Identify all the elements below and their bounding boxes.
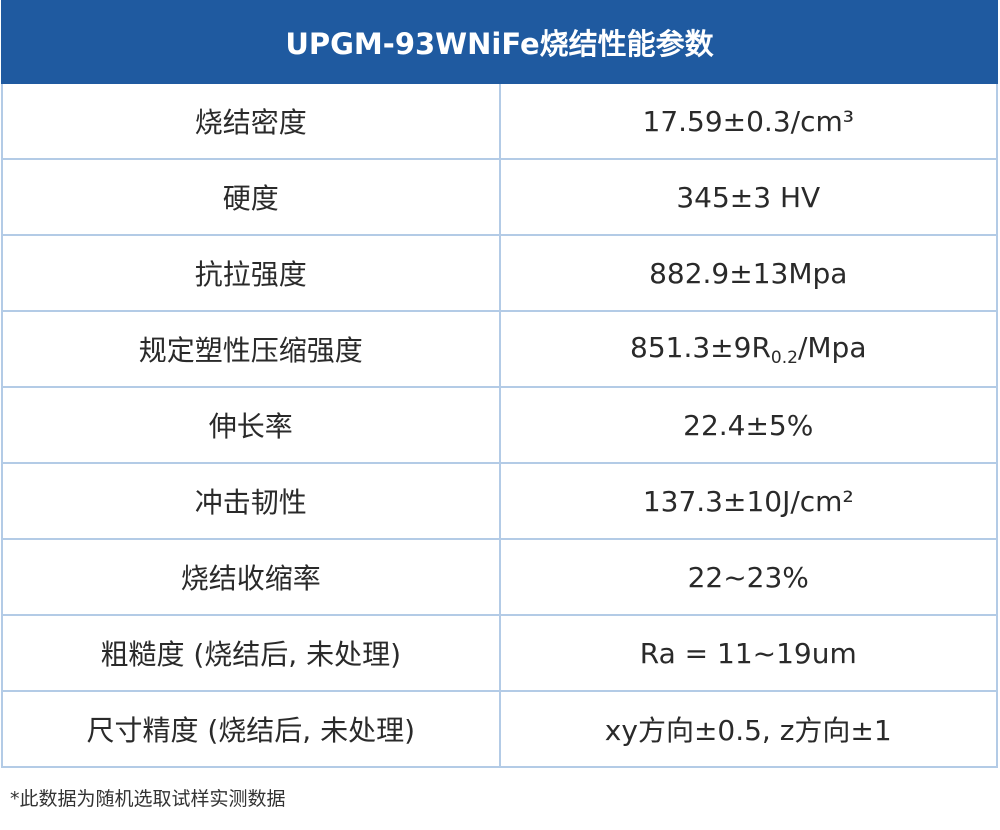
property-name: 烧结收缩率 [1, 538, 501, 616]
property-name: 抗拉强度 [1, 234, 501, 312]
property-value: xy方向±0.5, z方向±1 [498, 690, 998, 768]
property-value: 22.4±5% [498, 386, 998, 464]
property-value: 851.3±9R0.2/Mpa [498, 310, 998, 388]
value-text: /Mpa [797, 330, 867, 364]
spec-table: UPGM-93WNiFe烧结性能参数 烧结密度 17.59±0.3/cm³ 硬度 3… [1, 0, 998, 768]
value-text: 851.3±9R [630, 330, 771, 364]
footnote: *此数据为随机选取试样实测数据 [10, 788, 286, 810]
property-value: Ra = 11~19um [498, 614, 998, 692]
property-name: 硬度 [1, 158, 501, 236]
property-name: 粗糙度 (烧结后, 未处理) [1, 614, 501, 692]
property-name: 伸长率 [1, 386, 501, 464]
property-value: 882.9±13Mpa [498, 234, 998, 312]
property-name: 冲击韧性 [1, 462, 501, 540]
property-name: 规定塑性压缩强度 [1, 310, 501, 388]
property-name: 尺寸精度 (烧结后, 未处理) [1, 690, 501, 768]
table-title: UPGM-93WNiFe烧结性能参数 [1, 0, 998, 84]
property-name: 烧结密度 [1, 82, 501, 160]
property-value: 345±3 HV [498, 158, 998, 236]
property-value: 137.3±10J/cm² [498, 462, 998, 540]
property-value: 22~23% [498, 538, 998, 616]
property-value: 17.59±0.3/cm³ [498, 82, 998, 160]
value-subscript: 0.2 [770, 347, 798, 368]
